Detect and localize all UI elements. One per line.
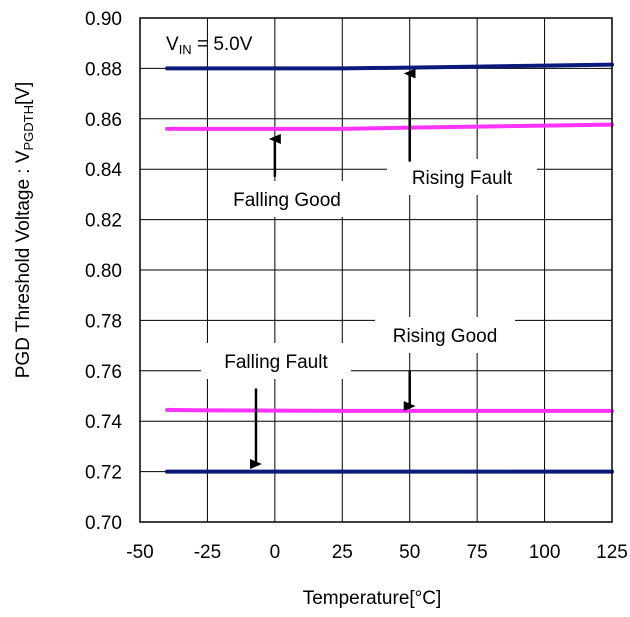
series-line-rising-fault xyxy=(165,62,614,71)
y-tick-label: 0.76 xyxy=(85,362,122,383)
x-tick-label: -25 xyxy=(194,542,221,563)
x-tick-labels: -50 -25 0 25 50 75 100 125 xyxy=(126,542,628,563)
y-tick-label: 0.78 xyxy=(85,311,122,332)
annotation-label-rising-good: Rising Good xyxy=(393,326,498,347)
y-tick-label: 0.90 xyxy=(85,9,122,30)
x-tick-label: 125 xyxy=(596,542,628,563)
annotation-box-falling-fault xyxy=(201,343,351,379)
y-tick-label: 0.80 xyxy=(85,261,122,282)
annotation-box-rising-good xyxy=(375,317,515,353)
x-tick-label: 50 xyxy=(399,542,420,563)
plot-area-frame xyxy=(139,17,613,523)
y-tick-label: 0.70 xyxy=(85,513,122,534)
y-tick-label: 0.88 xyxy=(85,59,122,80)
y-tick-label: 0.84 xyxy=(85,160,122,181)
annotation-label-falling-good: Falling Good xyxy=(233,190,341,211)
x-tick-label: 75 xyxy=(467,542,488,563)
y-tick-label: 0.86 xyxy=(85,110,122,131)
x-tick-label: 0 xyxy=(270,542,281,563)
y-tick-label: 0.74 xyxy=(85,412,122,433)
annotation-box-falling-good xyxy=(208,181,366,217)
grid-lines xyxy=(139,17,613,523)
x-axis-title: Temperature[°C] xyxy=(303,588,442,609)
series-line-rising-good xyxy=(165,407,614,413)
x-tick-label: 100 xyxy=(529,542,561,563)
x-tick-label: -50 xyxy=(126,542,153,563)
y-axis-title: PGD Threshold Voltage : VPGDTH[V] xyxy=(13,82,36,379)
series-lines xyxy=(165,62,614,474)
y-tick-label: 0.82 xyxy=(85,211,122,232)
annotation-box-rising-fault xyxy=(387,159,537,195)
x-tick-label: 25 xyxy=(332,542,353,563)
y-tick-label: 0.72 xyxy=(85,463,122,484)
y-tick-labels: 0.70 0.72 0.74 0.76 0.78 0.80 0.82 0.84 0.86 0.88… xyxy=(85,9,122,534)
annotation-label-rising-fault: Rising Fault xyxy=(412,168,513,189)
annotations: Falling Good Rising Fault Rising Good Falli… xyxy=(201,68,537,470)
annotation-label-falling-fault: Falling Fault xyxy=(224,352,328,373)
condition-label: VIN = 5.0V xyxy=(166,34,253,57)
series-line-falling-good xyxy=(165,122,614,131)
